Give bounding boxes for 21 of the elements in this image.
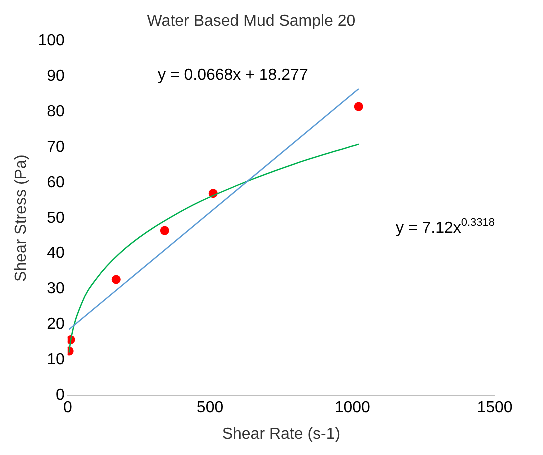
y-tick-label: 20 [47, 316, 65, 334]
y-tick-label: 80 [47, 103, 65, 120]
y-tick-label: 60 [47, 174, 65, 192]
y-tick-label: 30 [47, 280, 65, 298]
point [160, 226, 170, 236]
annotation: y = 0.0668x + 18.277 [158, 67, 308, 84]
chart-title: Water Based Mud Sample 20 [147, 13, 356, 30]
y-tick-label: 50 [47, 210, 65, 227]
x-axis-title: Shear Rate (s-1) [222, 426, 341, 443]
y-tick-label: 70 [47, 138, 65, 156]
x-tick-label: 1000 [334, 400, 371, 417]
y-tick-label: 10 [47, 352, 65, 369]
y-tick-label: 0 [56, 387, 65, 404]
y-axis-title: Shear Stress (Pa) [13, 154, 30, 282]
y-tick-label: 100 [38, 32, 65, 50]
x-tick-label: 500 [196, 400, 224, 417]
point [354, 102, 364, 112]
y-tick-label: 40 [47, 245, 65, 262]
y-tick-label: 90 [47, 68, 65, 86]
x-tick-label: 1500 [477, 400, 513, 417]
point [112, 275, 121, 284]
